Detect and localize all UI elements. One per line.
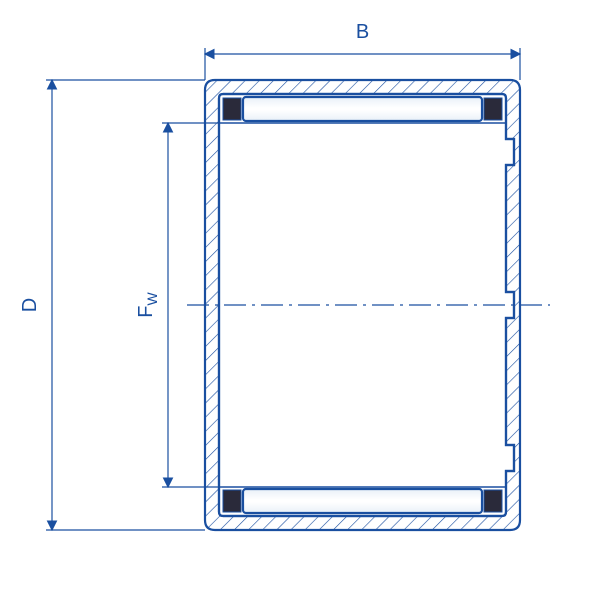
cage-block	[484, 490, 502, 512]
cage-block	[484, 98, 502, 120]
roller	[243, 97, 482, 121]
dimension-label-D: D	[19, 298, 41, 312]
roller	[243, 489, 482, 513]
dimension-label-Fw: FW	[135, 292, 160, 318]
bearing-cross-section-diagram: B D FW	[0, 0, 600, 600]
cage-block	[223, 98, 241, 120]
cage-block	[223, 490, 241, 512]
dimension-label-B: B	[356, 21, 369, 43]
